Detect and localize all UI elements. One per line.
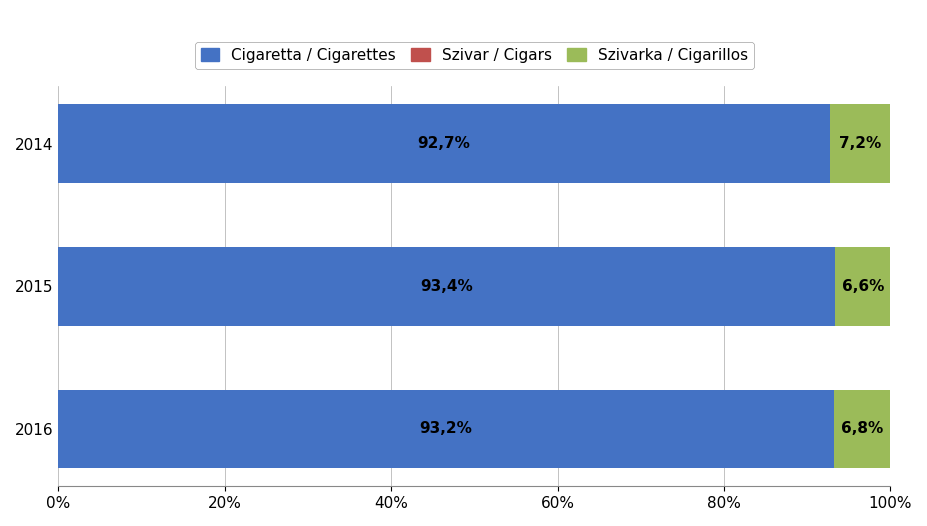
- Bar: [831, 105, 890, 183]
- Bar: [835, 247, 890, 326]
- Text: 92,7%: 92,7%: [417, 136, 470, 151]
- Bar: [58, 390, 833, 468]
- Text: 93,2%: 93,2%: [420, 421, 473, 437]
- Text: 6,6%: 6,6%: [842, 279, 884, 294]
- Text: 93,4%: 93,4%: [421, 279, 474, 294]
- Text: 6,8%: 6,8%: [841, 421, 883, 437]
- Text: 7,2%: 7,2%: [839, 136, 882, 151]
- Legend: Cigaretta / Cigarettes, Szivar / Cigars, Szivarka / Cigarillos: Cigaretta / Cigarettes, Szivar / Cigars,…: [195, 42, 754, 69]
- Bar: [58, 105, 830, 183]
- Bar: [58, 247, 835, 326]
- Bar: [833, 390, 890, 468]
